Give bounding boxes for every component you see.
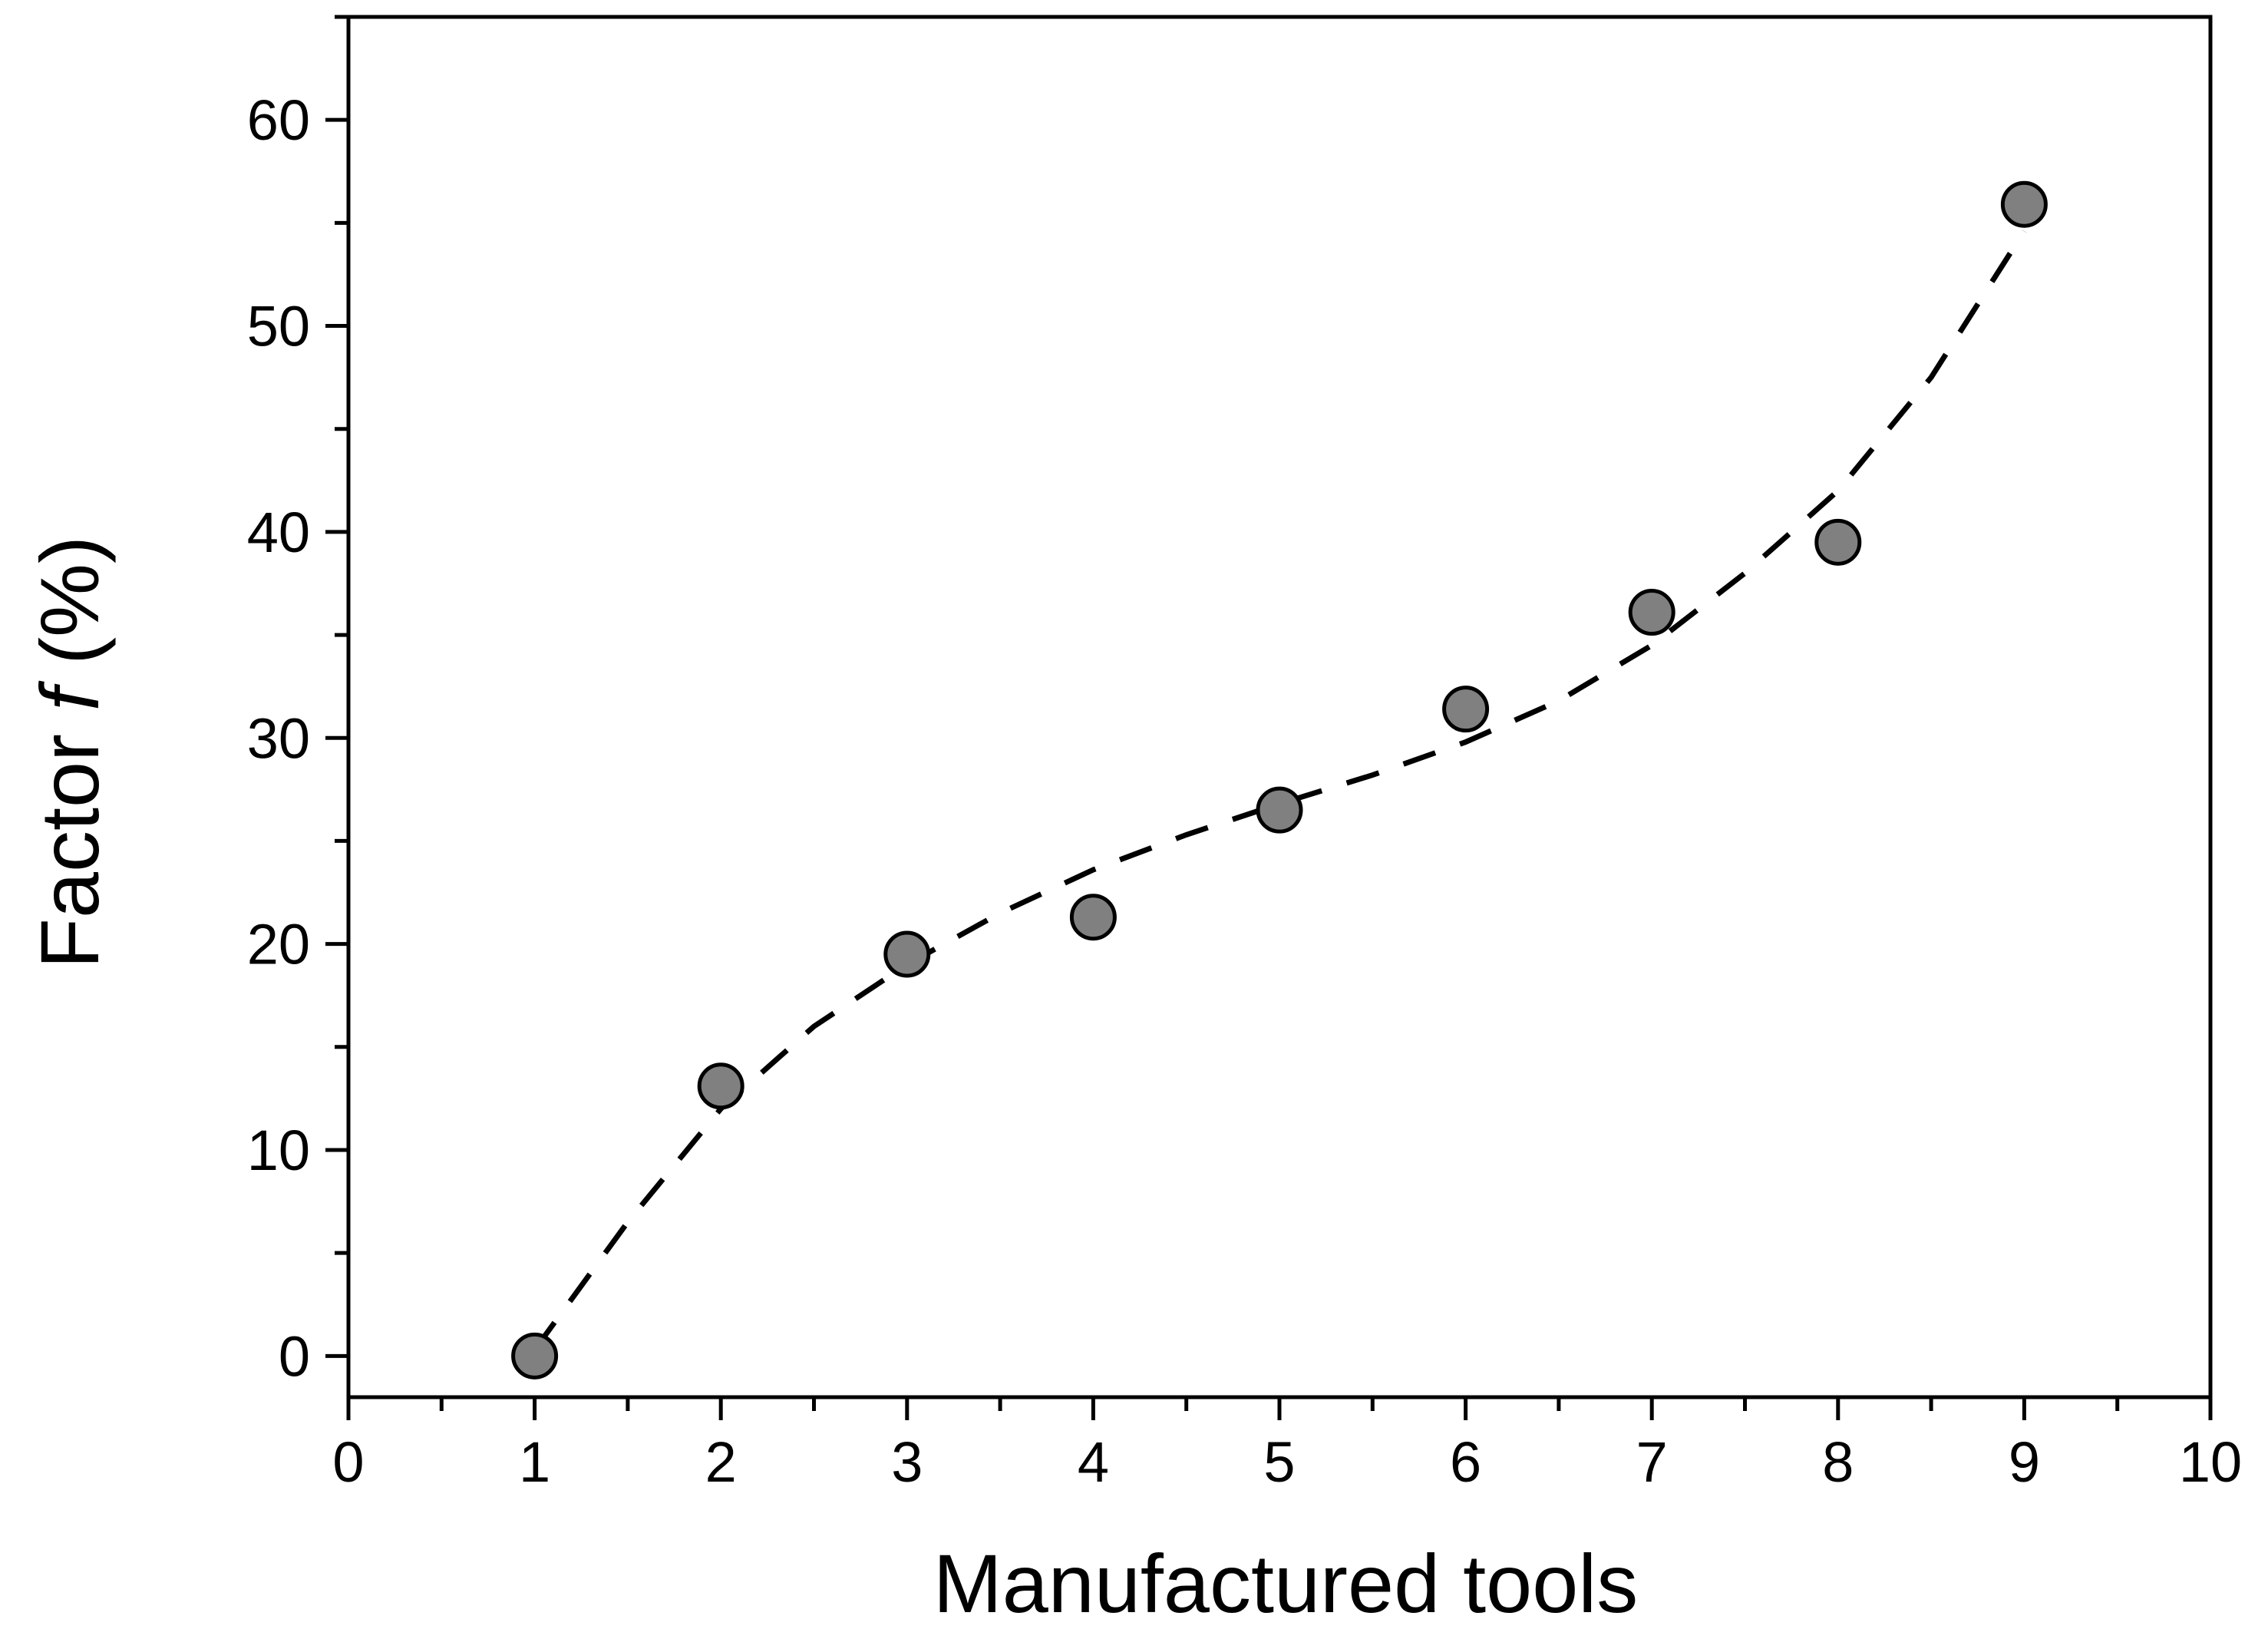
x-tick-label: 8 <box>1822 1430 1854 1494</box>
x-tick-label: 1 <box>519 1430 550 1494</box>
y-tick-label: 0 <box>279 1324 310 1388</box>
y-tick-label: 60 <box>247 88 310 152</box>
y-tick-label: 30 <box>247 706 310 770</box>
x-tick-label: 4 <box>1078 1430 1109 1494</box>
data-point <box>1814 518 1862 566</box>
x-tick-label: 5 <box>1263 1430 1295 1494</box>
y-axis-title-suffix: (%) <box>23 536 116 688</box>
data-point <box>511 1332 559 1380</box>
y-axis-title: Factor f (%) <box>23 536 116 969</box>
x-tick-label: 9 <box>2009 1430 2040 1494</box>
x-tick-label: 0 <box>332 1430 364 1494</box>
x-tick-label: 2 <box>705 1430 737 1494</box>
y-tick-label: 20 <box>247 913 310 976</box>
plot-frame <box>346 15 2213 1399</box>
x-tick-label: 3 <box>891 1430 923 1494</box>
x-tick-label: 10 <box>2179 1430 2242 1494</box>
y-axis-title-prefix: Factor <box>23 711 116 969</box>
x-axis-title: Manufactured tools <box>933 1537 1639 1630</box>
y-tick-label: 50 <box>247 295 310 359</box>
y-tick-label: 10 <box>247 1119 310 1182</box>
plot-area <box>511 180 2048 1380</box>
axes: 0 1 2 3 4 5 6 7 8 9 10 0 10 20 30 40 50 60 <box>247 15 2242 1494</box>
y-tick-label: 40 <box>247 501 310 564</box>
data-point <box>1442 686 1490 733</box>
data-point <box>1069 894 1117 941</box>
fit-curve <box>532 230 2027 1352</box>
data-point <box>1628 589 1675 636</box>
data-point <box>697 1062 744 1110</box>
data-point <box>883 930 931 978</box>
data-point <box>1256 786 1303 834</box>
x-tick-label: 6 <box>1450 1430 1481 1494</box>
data-point <box>2000 180 2048 228</box>
x-tick-label: 7 <box>1636 1430 1668 1494</box>
